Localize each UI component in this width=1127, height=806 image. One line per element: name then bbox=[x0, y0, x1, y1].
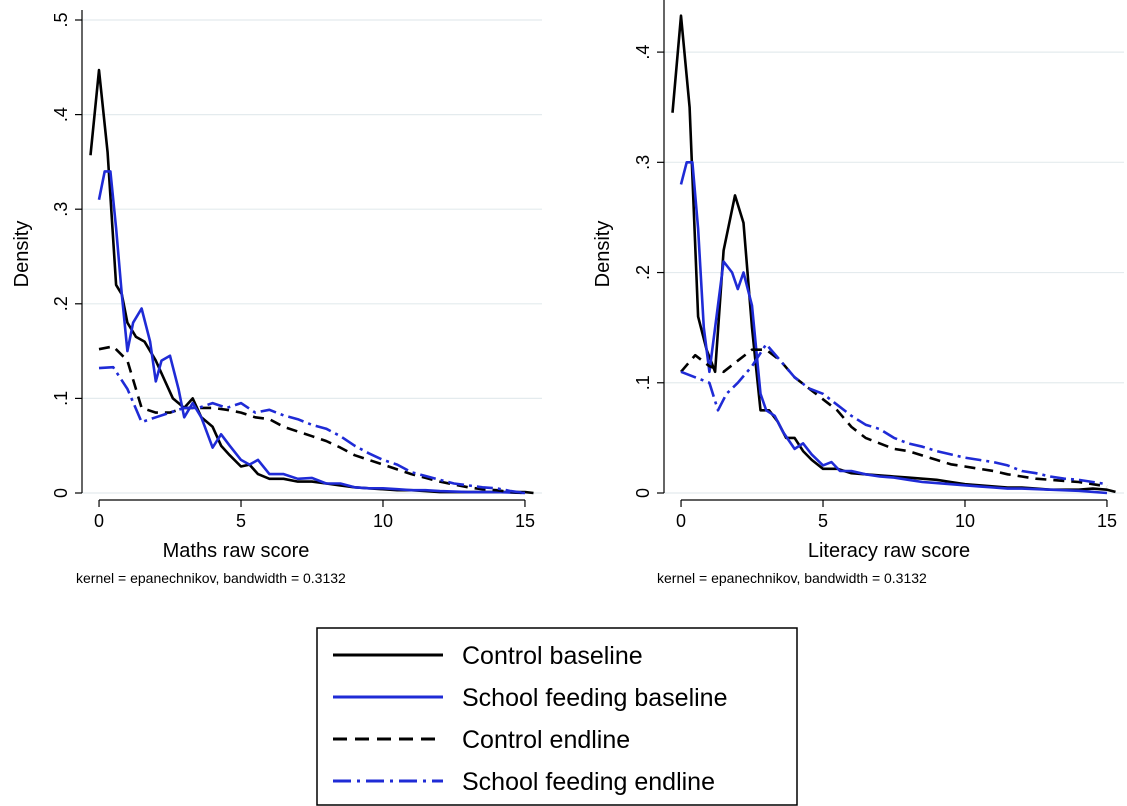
literacy-series-control-endline bbox=[680, 348, 1108, 488]
maths-x-tick-label: 10 bbox=[373, 511, 393, 531]
literacy-grid bbox=[664, 51, 1124, 494]
maths-kernel-note: kernel = epanechnikov, bandwidth = 0.313… bbox=[76, 570, 346, 586]
legend-label-control-endline: Control endline bbox=[462, 726, 630, 754]
legend-label-school-feeding-baseline: School feeding baseline bbox=[462, 684, 727, 712]
literacy-x-tick-label: 10 bbox=[955, 511, 975, 531]
literacy-axes bbox=[663, 0, 1107, 501]
literacy-kernel-note: kernel = epanechnikov, bandwidth = 0.313… bbox=[657, 570, 927, 586]
maths-series-control-endline bbox=[98, 345, 526, 495]
legend-label-school-feeding-endline: School feeding endline bbox=[462, 768, 715, 796]
maths-x-tick-label: 5 bbox=[236, 511, 246, 531]
maths-axes bbox=[81, 10, 525, 501]
literacy-ticks: 0 .1 .2 .3 .4 0 5 10 15 bbox=[633, 45, 1117, 531]
literacy-x-tick-label: 5 bbox=[818, 511, 828, 531]
maths-y-tick-label: 0 bbox=[51, 488, 71, 498]
maths-y-tick-label: .3 bbox=[51, 202, 71, 217]
literacy-x-tick-label: 15 bbox=[1097, 511, 1117, 531]
literacy-x-tick-label: 0 bbox=[676, 511, 686, 531]
literacy-y-tick-label: 0 bbox=[633, 488, 653, 498]
maths-series bbox=[89, 68, 534, 495]
literacy-y-tick-label: .4 bbox=[633, 45, 653, 60]
legend: Control baseline School feeding baseline… bbox=[316, 627, 798, 806]
maths-y-tick-label: .4 bbox=[51, 107, 71, 122]
literacy-y-tick-label: .3 bbox=[633, 155, 653, 170]
maths-y-tick-label: .1 bbox=[51, 391, 71, 406]
literacy-y-axis-title: Density bbox=[592, 221, 614, 288]
maths-y-axis-title: Density bbox=[11, 221, 33, 288]
maths-y-tick-label: .5 bbox=[51, 12, 71, 27]
maths-y-tick-label: .2 bbox=[51, 296, 71, 311]
literacy-y-tick-label: .1 bbox=[633, 375, 653, 390]
maths-x-tick-label: 0 bbox=[94, 511, 104, 531]
maths-grid bbox=[82, 19, 542, 494]
maths-ticks: 0 .1 .2 .3 .4 .5 0 5 10 15 bbox=[51, 12, 535, 531]
literacy-series-school-feeding-endline bbox=[680, 342, 1108, 486]
legend-box bbox=[316, 627, 798, 806]
literacy-density-panel: 0 .1 .2 .3 .4 0 5 10 15 Literacy raw score Densi… bbox=[592, 0, 1124, 586]
literacy-y-tick-label: .2 bbox=[633, 265, 653, 280]
legend-label-control-baseline: Control baseline bbox=[462, 642, 643, 670]
maths-series-control-baseline bbox=[89, 68, 534, 495]
literacy-series-school-feeding-baseline bbox=[679, 161, 1108, 495]
maths-series-school-feeding-endline bbox=[98, 365, 526, 495]
literacy-series bbox=[671, 14, 1116, 495]
literacy-series-control-baseline bbox=[671, 14, 1116, 494]
maths-x-tick-label: 15 bbox=[515, 511, 535, 531]
maths-x-axis-title: Maths raw score bbox=[163, 540, 310, 562]
maths-density-panel: 0 .1 .2 .3 .4 .5 0 5 10 15 Maths raw score Densit… bbox=[11, 10, 542, 586]
literacy-x-axis-title: Literacy raw score bbox=[808, 540, 970, 562]
maths-series-school-feeding-baseline bbox=[97, 170, 526, 495]
